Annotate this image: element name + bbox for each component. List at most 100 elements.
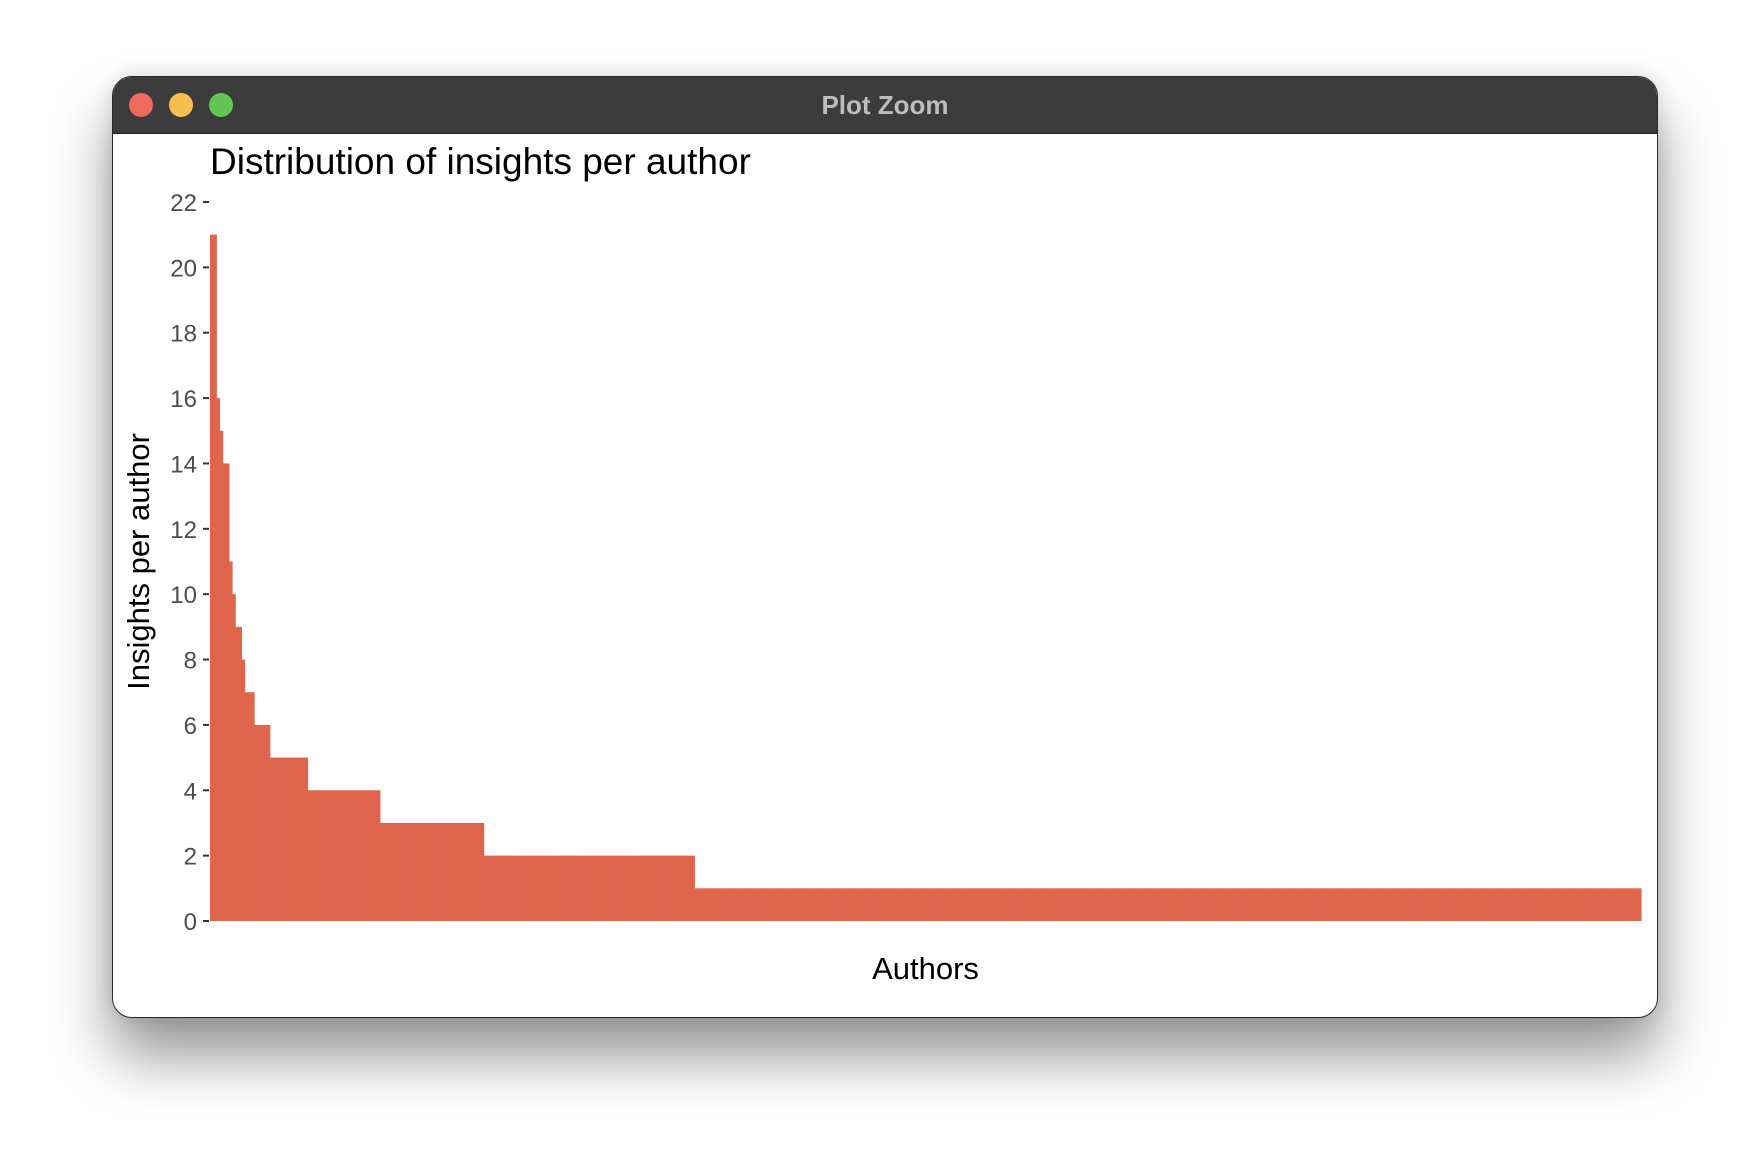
bar-author-249 (989, 888, 994, 921)
y-tick-label-6: 6 (184, 713, 197, 740)
title-bar[interactable]: Plot Zoom (113, 77, 1657, 134)
bar-author-362 (1345, 888, 1350, 921)
y-tick-label-20: 20 (170, 255, 197, 282)
bar-author-295 (1134, 888, 1139, 921)
bar-author-363 (1348, 888, 1353, 921)
bar-author-452 (1628, 888, 1633, 921)
bar-author-399 (1461, 888, 1466, 921)
bar-author-449 (1618, 888, 1623, 921)
bar-author-211 (870, 888, 875, 921)
bar-author-176 (760, 888, 765, 921)
bar-author-424 (1540, 888, 1545, 921)
bar-chart: Distribution of insights per author Insig… (121, 141, 1642, 986)
bar-author-204 (848, 888, 853, 921)
bar-author-328 (1238, 888, 1243, 921)
bar-author-120 (584, 855, 589, 921)
bar-author-370 (1370, 888, 1375, 921)
bar-author-202 (842, 888, 846, 921)
bar-author-263 (1034, 888, 1038, 921)
bar-author-189 (801, 888, 806, 921)
bar-author-307 (1172, 888, 1177, 921)
bar-author-58 (389, 822, 394, 921)
bar-author-241 (964, 888, 969, 921)
close-button[interactable] (129, 93, 153, 117)
bar-author-440 (1590, 888, 1595, 921)
bar-author-181 (776, 888, 780, 921)
bar-author-90 (489, 855, 494, 921)
bar-author-361 (1342, 888, 1346, 921)
bar-author-205 (851, 888, 856, 921)
bar-author-183 (782, 888, 787, 921)
bar-author-407 (1486, 888, 1491, 921)
bar-author-278 (1081, 888, 1085, 921)
bar-author-3 (216, 398, 221, 922)
bar-author-351 (1310, 888, 1315, 921)
bar-author-377 (1392, 888, 1397, 921)
minimize-button[interactable] (169, 93, 193, 117)
bar-author-324 (1225, 888, 1230, 921)
bar-author-91 (493, 855, 497, 921)
bar-author-199 (832, 888, 837, 921)
bar-author-323 (1222, 888, 1227, 921)
bar-author-318 (1206, 888, 1211, 921)
bar-author-281 (1090, 888, 1095, 921)
bar-author-179 (769, 888, 774, 921)
bar-author-221 (901, 888, 906, 921)
bar-author-59 (392, 822, 397, 921)
bar-author-302 (1156, 888, 1161, 921)
bar-author-229 (927, 888, 931, 921)
bar-author-358 (1332, 888, 1337, 921)
y-tick-label-2: 2 (184, 844, 197, 871)
bar-author-96 (508, 855, 513, 921)
bar-author-215 (883, 888, 887, 921)
bar-author-66 (414, 822, 419, 921)
bar-author-49 (360, 790, 365, 921)
bar-author-345 (1291, 888, 1296, 921)
bar-author-7 (228, 561, 233, 921)
bar-author-113 (562, 855, 566, 921)
bar-author-379 (1398, 888, 1403, 921)
bar-author-148 (672, 855, 677, 921)
bar-author-105 (537, 855, 541, 921)
bar-author-2 (213, 234, 217, 921)
bar-author-290 (1118, 888, 1123, 921)
bar-author-317 (1203, 888, 1208, 921)
bar-author-305 (1166, 888, 1170, 921)
plot-zoom-window: Plot Zoom Distribution of insights per a… (112, 76, 1658, 1018)
bar-author-350 (1307, 888, 1312, 921)
bar-author-234 (942, 888, 947, 921)
bar-author-316 (1200, 888, 1205, 921)
zoom-button[interactable] (209, 93, 233, 117)
bar-author-445 (1606, 888, 1611, 921)
bar-author-112 (559, 855, 563, 921)
bar-author-121 (587, 855, 592, 921)
bar-author-164 (722, 888, 727, 921)
bar-author-94 (502, 855, 507, 921)
bar-author-374 (1383, 888, 1387, 921)
bar-author-408 (1490, 888, 1494, 921)
bar-author-106 (540, 855, 544, 921)
bar-author-210 (867, 888, 872, 921)
bar-author-441 (1593, 888, 1598, 921)
bar-author-245 (977, 888, 982, 921)
bar-author-430 (1559, 888, 1563, 921)
bar-author-272 (1062, 888, 1067, 921)
bar-author-54 (376, 790, 381, 921)
bar-author-173 (750, 888, 755, 921)
bar-author-274 (1068, 888, 1073, 921)
bar-author-422 (1534, 888, 1538, 921)
y-tick-label-16: 16 (170, 386, 197, 413)
bar-author-82 (464, 822, 469, 921)
bar-author-158 (703, 888, 708, 921)
bar-author-44 (345, 790, 349, 921)
bar-author-266 (1043, 888, 1048, 921)
bar-author-292 (1125, 888, 1129, 921)
bar-author-387 (1423, 888, 1428, 921)
bar-author-237 (952, 888, 956, 921)
bar-author-154 (691, 855, 695, 921)
bar-author-315 (1197, 888, 1202, 921)
bar-author-171 (744, 888, 749, 921)
bar-author-255 (1008, 888, 1013, 921)
bar-author-360 (1339, 888, 1343, 921)
bar-author-201 (839, 888, 843, 921)
